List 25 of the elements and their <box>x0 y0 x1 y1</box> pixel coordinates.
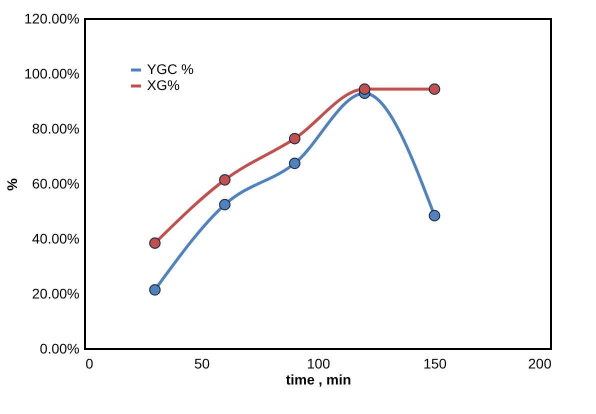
y-tick-label: 100.00% <box>24 66 80 82</box>
x-axis-title: time , min <box>286 372 352 388</box>
y-tick-label: 60.00% <box>32 176 80 192</box>
legend-label: YGC % <box>147 61 194 77</box>
point <box>149 284 161 296</box>
x-tick-label: 200 <box>528 356 552 372</box>
x-tick-label: 50 <box>194 356 210 372</box>
point <box>219 198 231 210</box>
point <box>428 83 440 95</box>
point <box>149 237 161 249</box>
point <box>288 132 300 144</box>
point <box>288 158 300 170</box>
y-tick-label: 80.00% <box>32 120 80 136</box>
point <box>358 83 370 95</box>
y-tick-label: 20.00% <box>32 286 80 302</box>
y-tick-label: 0.00% <box>40 340 80 356</box>
legend-label: XG% <box>147 77 180 93</box>
y-tick-label: 120.00% <box>24 10 80 26</box>
y-tick-label: 40.00% <box>32 230 80 246</box>
x-tick-label: 150 <box>423 356 447 372</box>
x-tick-label: 100 <box>306 356 330 372</box>
x-tick-label: 0 <box>86 356 94 372</box>
point <box>428 210 440 222</box>
y-axis-title: % <box>4 178 20 191</box>
point <box>219 174 231 186</box>
